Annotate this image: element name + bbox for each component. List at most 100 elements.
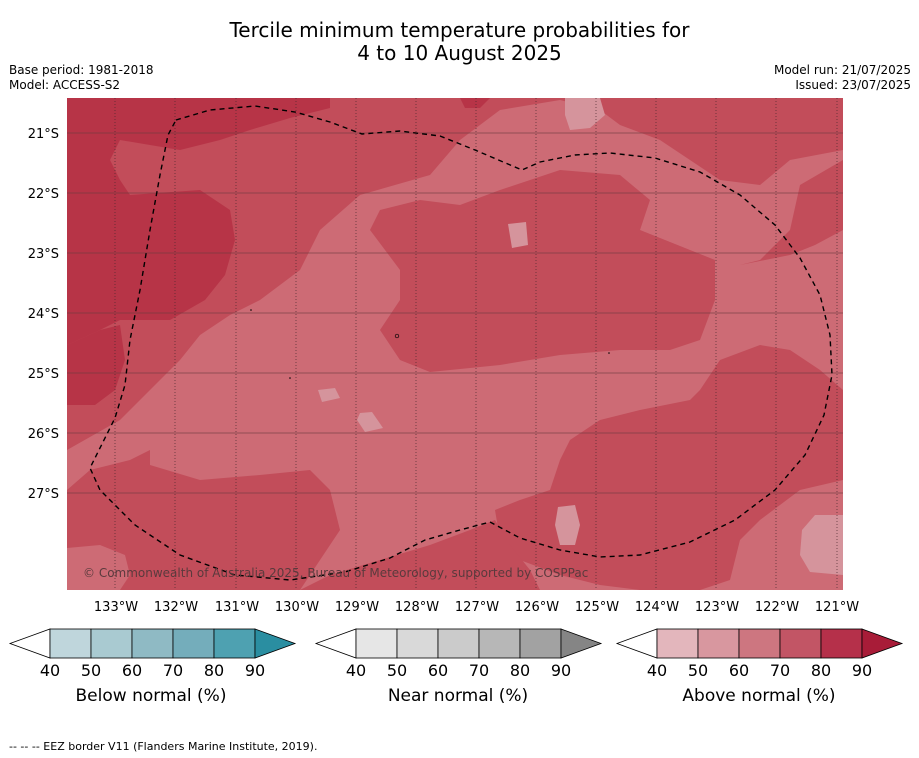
lon-label: 128°W bbox=[395, 600, 439, 615]
colorbar-tick-label: 50 bbox=[688, 661, 708, 680]
colorbar-under-triangle bbox=[314, 628, 357, 659]
colorbar-tick-label: 50 bbox=[387, 661, 407, 680]
lon-label: 126°W bbox=[515, 600, 559, 615]
colorbars: 40 50 60 70 80 90 40 50 60 70 80 90 40 50 60 70 80 90 bbox=[8, 628, 904, 680]
lon-label: 133°W bbox=[94, 600, 138, 615]
meta-right: Model run: 21/07/2025 Issued: 23/07/2025 bbox=[774, 63, 911, 93]
title-line-2: 4 to 10 August 2025 bbox=[357, 41, 562, 65]
region-above-40-patch-5 bbox=[555, 505, 580, 545]
colorbar-tick-label: 40 bbox=[40, 661, 60, 680]
colorbar-segment bbox=[478, 628, 521, 659]
region-above-60-southeast bbox=[495, 345, 843, 590]
lon-label: 131°W bbox=[215, 600, 259, 615]
lon-label: 125°W bbox=[575, 600, 619, 615]
colorbar-tick-label: 60 bbox=[428, 661, 448, 680]
colorbar-tick-label: 60 bbox=[729, 661, 749, 680]
latitude-gridlines bbox=[67, 132, 843, 494]
colorbar-under-triangle bbox=[615, 628, 658, 659]
meta-left: Base period: 1981-2018 Model: ACCESS-S2 bbox=[9, 63, 154, 93]
region-above-40-patch-3 bbox=[318, 388, 340, 402]
colorbar-segment bbox=[656, 628, 699, 659]
lon-labels: 133°W 132°W 131°W 130°W 129°W 128°W 127°… bbox=[94, 600, 859, 615]
colorbar-tick-label: 90 bbox=[551, 661, 571, 680]
lon-label: 122°W bbox=[755, 600, 799, 615]
region-above-70-north-2 bbox=[460, 98, 490, 108]
lat-label: 22°S bbox=[28, 187, 59, 202]
colorbar-tick-label: 70 bbox=[163, 661, 183, 680]
copyright-text: © Commonwealth of Australia 2025, Bureau… bbox=[83, 566, 588, 580]
colorbar-over-triangle bbox=[861, 628, 904, 659]
colorbar-0: 40 50 60 70 80 90 bbox=[8, 628, 297, 680]
region-above-60-east bbox=[740, 160, 843, 265]
colorbar-segment bbox=[49, 628, 92, 659]
colorbar-segment bbox=[779, 628, 822, 659]
colorbar-tick-label: 40 bbox=[647, 661, 667, 680]
colorbar-segment bbox=[213, 628, 256, 659]
region-above-40-patch-1 bbox=[565, 98, 605, 130]
colorbar-title-above: Above normal (%) bbox=[682, 686, 836, 706]
lat-label: 26°S bbox=[28, 427, 59, 442]
lat-label: 27°S bbox=[28, 487, 59, 502]
lon-label: 123°W bbox=[695, 600, 739, 615]
lat-label: 24°S bbox=[28, 307, 59, 322]
region-above-40-patch-6 bbox=[800, 515, 843, 575]
region-above-60-south-mid bbox=[300, 520, 540, 590]
lat-label: 21°S bbox=[28, 127, 59, 142]
lat-labels: 21°S 22°S 23°S 24°S 25°S 26°S 27°S bbox=[28, 127, 59, 502]
colorbar-title-below: Below normal (%) bbox=[75, 686, 227, 706]
colorbar-tick-label: 60 bbox=[122, 661, 142, 680]
colorbar-title-near: Near normal (%) bbox=[387, 686, 529, 706]
region-above-70-west bbox=[67, 325, 125, 405]
colorbar-segment bbox=[820, 628, 863, 659]
colorbar-tick-label: 70 bbox=[469, 661, 489, 680]
region-above-70-north bbox=[67, 98, 330, 345]
title-line-1: Tercile minimum temperature probabilitie… bbox=[229, 18, 690, 42]
lat-label: 25°S bbox=[28, 367, 59, 382]
footnote: -- -- -- EEZ border V11 (Flanders Marine… bbox=[9, 740, 318, 753]
colorbar-tick-label: 90 bbox=[852, 661, 872, 680]
lon-label: 124°W bbox=[635, 600, 679, 615]
colorbar-segment bbox=[519, 628, 562, 659]
lon-label: 132°W bbox=[154, 600, 198, 615]
issued-date: Issued: 23/07/2025 bbox=[795, 78, 911, 92]
colorbar-segment bbox=[697, 628, 740, 659]
lat-label: 23°S bbox=[28, 247, 59, 262]
region-above-60-southwest bbox=[67, 450, 340, 590]
island-marker-3 bbox=[394, 333, 400, 339]
lon-label: 129°W bbox=[335, 600, 379, 615]
region-above-40-patch-2 bbox=[508, 222, 528, 248]
colorbar-segment bbox=[355, 628, 398, 659]
probability-field bbox=[67, 98, 843, 590]
colorbar-segment bbox=[90, 628, 133, 659]
chart-title: Tercile minimum temperature probabilitie… bbox=[0, 19, 919, 65]
colorbar-under-triangle bbox=[8, 628, 51, 659]
colorbar-segment bbox=[131, 628, 174, 659]
colorbar-tick-label: 50 bbox=[81, 661, 101, 680]
colorbar-1: 40 50 60 70 80 90 bbox=[314, 628, 603, 680]
colorbar-2: 40 50 60 70 80 90 bbox=[615, 628, 904, 680]
lon-label: 127°W bbox=[455, 600, 499, 615]
colorbar-over-triangle bbox=[254, 628, 297, 659]
colorbar-tick-label: 40 bbox=[346, 661, 366, 680]
colorbar-segment bbox=[738, 628, 781, 659]
colorbar-tick-label: 70 bbox=[770, 661, 790, 680]
region-above-40-patch-7 bbox=[67, 545, 130, 590]
colorbar-segment bbox=[396, 628, 439, 659]
region-above-60-center bbox=[370, 170, 715, 372]
region-above-40-patch-4 bbox=[357, 412, 383, 432]
lon-label: 130°W bbox=[275, 600, 319, 615]
colorbar-segment bbox=[437, 628, 480, 659]
colorbar-tick-label: 90 bbox=[245, 661, 265, 680]
region-above-60-north bbox=[67, 98, 843, 450]
model-name: Model: ACCESS-S2 bbox=[9, 78, 121, 92]
longitude-gridlines bbox=[114, 98, 838, 590]
island-marker-4 bbox=[608, 352, 610, 354]
colorbar-tick-label: 80 bbox=[204, 661, 224, 680]
island-marker-2 bbox=[289, 377, 291, 379]
colorbar-tick-label: 80 bbox=[510, 661, 530, 680]
base-period: Base period: 1981-2018 bbox=[9, 63, 154, 77]
eez-border bbox=[89, 105, 833, 581]
lon-label: 121°W bbox=[815, 600, 859, 615]
model-run: Model run: 21/07/2025 bbox=[773, 63, 911, 77]
